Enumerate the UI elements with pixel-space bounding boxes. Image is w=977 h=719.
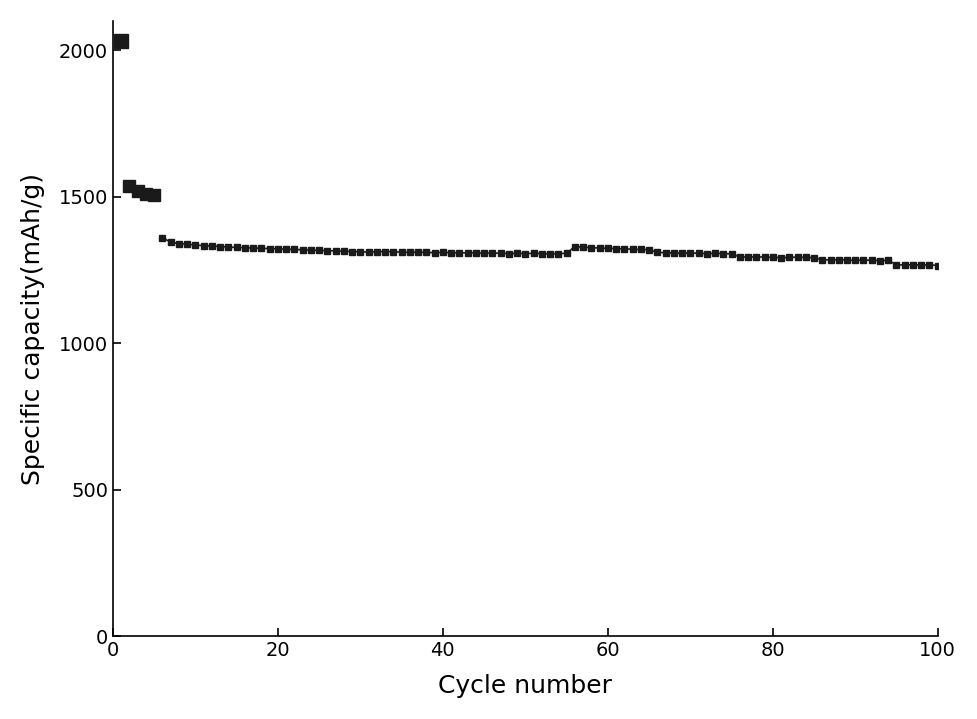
Y-axis label: Specific capacity(mAh/g): Specific capacity(mAh/g) — [21, 173, 45, 485]
X-axis label: Cycle number: Cycle number — [439, 674, 613, 698]
